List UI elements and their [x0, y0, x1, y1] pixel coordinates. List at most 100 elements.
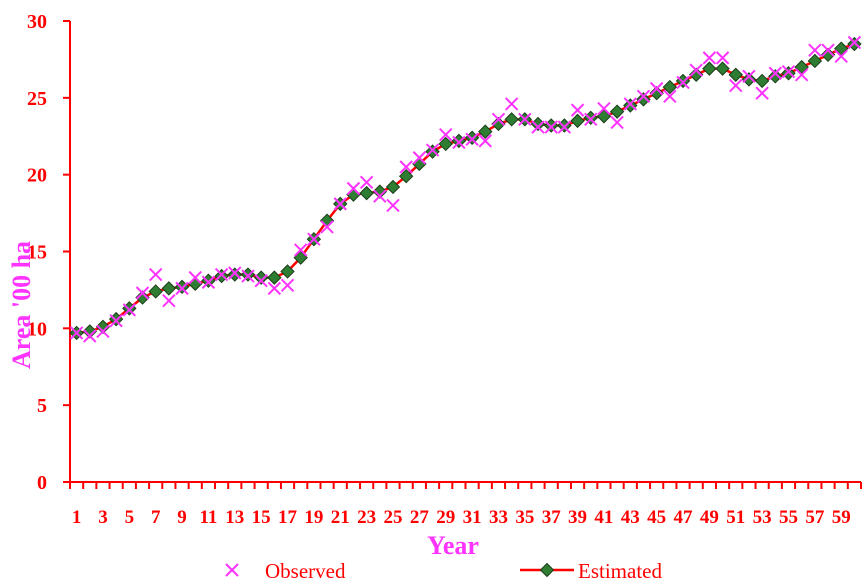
y-axis-title: Area '00 ha: [7, 241, 36, 369]
observed-point: [570, 103, 585, 117]
estimated-point: [398, 168, 414, 184]
x-tick-label: 11: [199, 507, 217, 528]
observed-point: [373, 189, 387, 203]
observed-point: [491, 112, 506, 127]
observed-point: [504, 97, 519, 111]
estimated-point: [438, 136, 453, 152]
observed-point: [636, 89, 651, 104]
estimated-point: [385, 179, 401, 195]
estimated-point: [715, 61, 730, 76]
observed-point: [228, 266, 242, 280]
estimated-point: [741, 72, 757, 87]
estimated-point: [754, 73, 770, 89]
observed-point: [689, 63, 703, 77]
observed-point: [847, 35, 862, 50]
legend-observed-marker-stroke: [225, 563, 239, 577]
observed-point: [623, 97, 637, 111]
observed-point-stroke: [254, 273, 268, 288]
observed-point-stroke: [148, 267, 163, 282]
observed-point-stroke: [280, 278, 295, 293]
x-tick-label: 31: [463, 507, 482, 528]
observed-point: [122, 303, 137, 317]
observed-point-stroke: [570, 103, 585, 117]
observed-point: [834, 49, 848, 64]
observed-point: [320, 220, 334, 234]
x-tick-label: 27: [410, 507, 430, 528]
observed-point-stroke: [267, 281, 282, 296]
observed-point-stroke: [702, 51, 717, 65]
observed-point: [610, 115, 624, 130]
observed-point: [267, 281, 282, 296]
estimated-point: [135, 290, 150, 305]
estimated-point: [820, 47, 836, 63]
observed-point-stroke: [821, 43, 835, 57]
x-tick-label: 59: [832, 507, 851, 528]
observed-point: [768, 66, 783, 80]
x-tick-label: 37: [542, 507, 562, 528]
x-tick-label: 7: [151, 507, 161, 528]
estimated-point: [227, 267, 242, 282]
observed-point-stroke: [373, 189, 387, 203]
legend-item-observed: [225, 563, 239, 577]
estimated-point: [609, 104, 625, 119]
observed-point: [544, 120, 558, 134]
observed-point-stroke: [175, 281, 189, 296]
x-tick-label: 33: [489, 507, 508, 528]
series-estimated: [69, 36, 862, 341]
observed-point-stroke: [425, 143, 440, 157]
estimated-point: [478, 124, 493, 139]
observed-point-stroke: [346, 181, 361, 196]
observed-point-stroke: [715, 51, 730, 65]
observed-point-stroke: [333, 197, 347, 211]
estimated-point: [240, 267, 256, 282]
observed-point-stroke: [689, 63, 703, 77]
observed-point: [821, 43, 835, 57]
estimated-point: [201, 273, 216, 288]
estimated-point: [662, 79, 678, 95]
observed-point-stroke: [83, 329, 97, 343]
estimated-point: [583, 110, 598, 126]
observed-point: [755, 86, 769, 100]
observed-point-stroke: [320, 220, 334, 234]
x-tick-label: 17: [278, 507, 298, 528]
x-axis-tick-labels: 1 3 5 7 9 11 13 15 17 19 21 23 25 27 29 31 33 35 37 39 41 43 4…: [72, 507, 851, 528]
observed-point-stroke: [676, 75, 690, 90]
observed-point: [294, 243, 308, 257]
x-tick-label: 23: [357, 507, 376, 528]
estimated-point: [267, 270, 282, 285]
observed-point-stroke: [359, 175, 374, 190]
legend-item-estimated: [520, 562, 574, 578]
estimated-point: [214, 268, 229, 284]
observed-point-stroke: [544, 120, 558, 134]
estimated-point: [807, 53, 823, 69]
estimated-point: [557, 118, 572, 133]
y-tick-label: 30: [27, 11, 47, 33]
observed-point-stroke: [623, 97, 637, 111]
observed-point: [649, 81, 664, 96]
estimated-point: [372, 184, 388, 199]
estimated-point: [188, 276, 203, 291]
observed-point: [676, 75, 690, 90]
x-tick-label: 55: [779, 507, 798, 528]
observed-point: [83, 329, 97, 343]
estimated-point: [543, 118, 559, 133]
observed-point-stroke: [162, 293, 176, 308]
observed-point-stroke: [781, 65, 796, 79]
observed-point: [346, 181, 361, 196]
observed-point: [452, 135, 466, 150]
estimated-point: [675, 73, 691, 89]
x-tick-label: 1: [72, 507, 82, 528]
observed-point: [201, 275, 216, 289]
observed-point: [241, 269, 255, 283]
observed-point: [333, 197, 347, 211]
estimated-point: [689, 67, 704, 82]
observed-point: [597, 101, 611, 116]
observed-point: [162, 293, 176, 308]
observed-point: [781, 65, 796, 79]
axes: [63, 20, 862, 489]
estimated-point: [794, 59, 809, 75]
y-tick-label: 5: [37, 395, 47, 417]
observed-point: [307, 232, 321, 246]
x-tick-label: 47: [674, 507, 694, 528]
observed-point: [135, 286, 150, 300]
